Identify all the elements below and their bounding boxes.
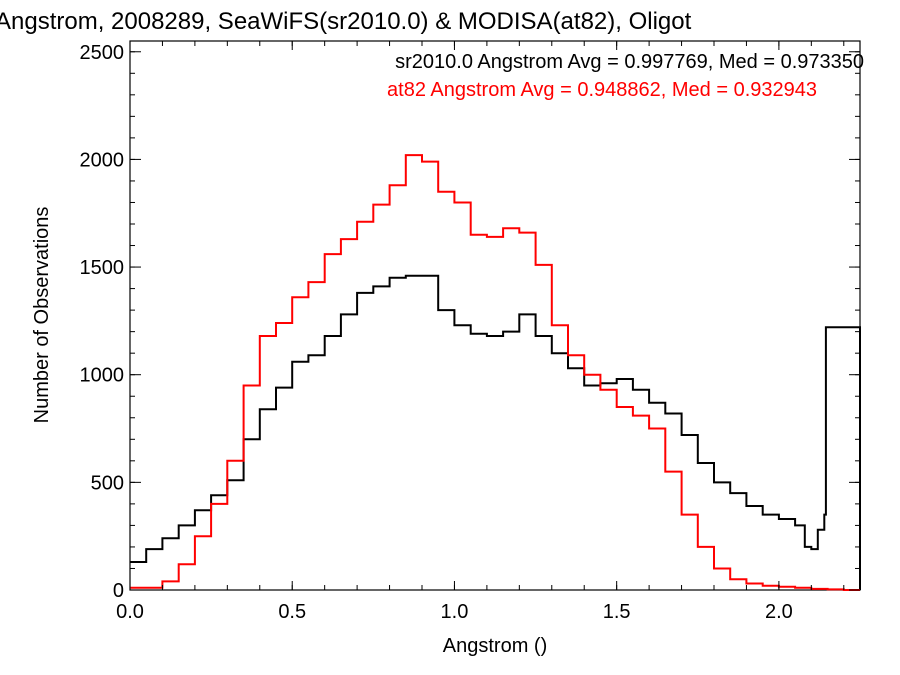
annotation-sr2010: sr2010.0 Angstrom Avg = 0.997769, Med = … xyxy=(395,51,864,73)
y-tick-label: 1500 xyxy=(80,257,125,279)
x-tick-label: 1.0 xyxy=(441,601,469,623)
chart-title: Angstrom, 2008289, SeaWiFS(sr2010.0) & M… xyxy=(0,8,692,35)
y-tick-label: 0 xyxy=(113,580,124,602)
x-tick-label: 2.0 xyxy=(765,601,793,623)
plot-frame xyxy=(129,40,861,591)
x-tick-label: 0.0 xyxy=(116,601,144,623)
series-sr2010-line xyxy=(130,274,861,590)
plot-area: 0.0 0.5 1.0 1.5 2.0 0 500 1000 1500 2000 2500 xyxy=(80,40,861,623)
series-at82-line xyxy=(130,154,860,591)
y-tick-label: 2000 xyxy=(80,149,125,171)
ticks-layer: 0.0 0.5 1.0 1.5 2.0 0 500 1000 1500 2000 2500 xyxy=(80,41,860,623)
x-axis-label: Angstrom () xyxy=(443,635,547,657)
y-tick-label: 1000 xyxy=(80,365,125,387)
x-tick-label: 1.5 xyxy=(603,601,631,623)
annotation-at82: at82 Angstrom Avg = 0.948862, Med = 0.93… xyxy=(387,79,817,101)
series-layer xyxy=(130,154,861,591)
x-tick-label: 0.5 xyxy=(278,601,306,623)
y-tick-label: 500 xyxy=(91,472,124,494)
y-axis-label: Number of Observations xyxy=(31,207,53,424)
y-tick-label: 2500 xyxy=(80,42,125,64)
